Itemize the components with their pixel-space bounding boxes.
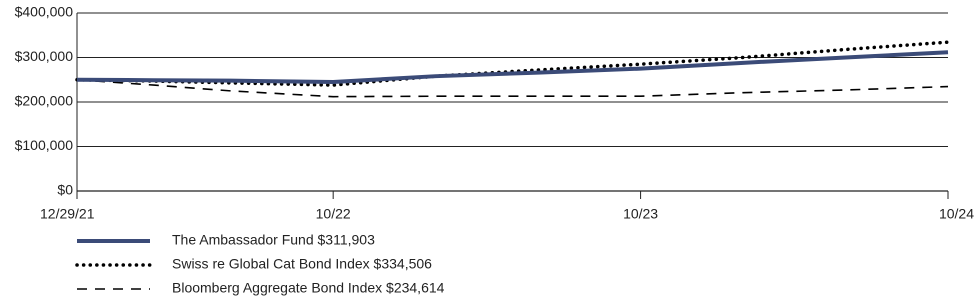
y-tick-label: $300,000 <box>15 48 74 64</box>
y-tick-label: $0 <box>57 182 73 198</box>
legend-label: The Ambassador Fund $311,903 <box>172 232 375 248</box>
series-line <box>76 78 949 98</box>
y-tick-label: $200,000 <box>15 93 74 109</box>
legend-label: Bloomberg Aggregate Bond Index $234,614 <box>172 280 445 296</box>
series-line <box>76 50 949 84</box>
x-tick-label: 12/29/21 <box>40 206 95 222</box>
x-tick-label: 10/23 <box>623 206 658 222</box>
y-tick-label: $400,000 <box>15 4 74 20</box>
legend-label: Swiss re Global Cat Bond Index $334,506 <box>172 256 432 272</box>
x-tick-label: 10/22 <box>316 206 351 222</box>
y-tick-label: $100,000 <box>15 137 74 153</box>
x-tick-label: 10/24 <box>939 206 974 222</box>
